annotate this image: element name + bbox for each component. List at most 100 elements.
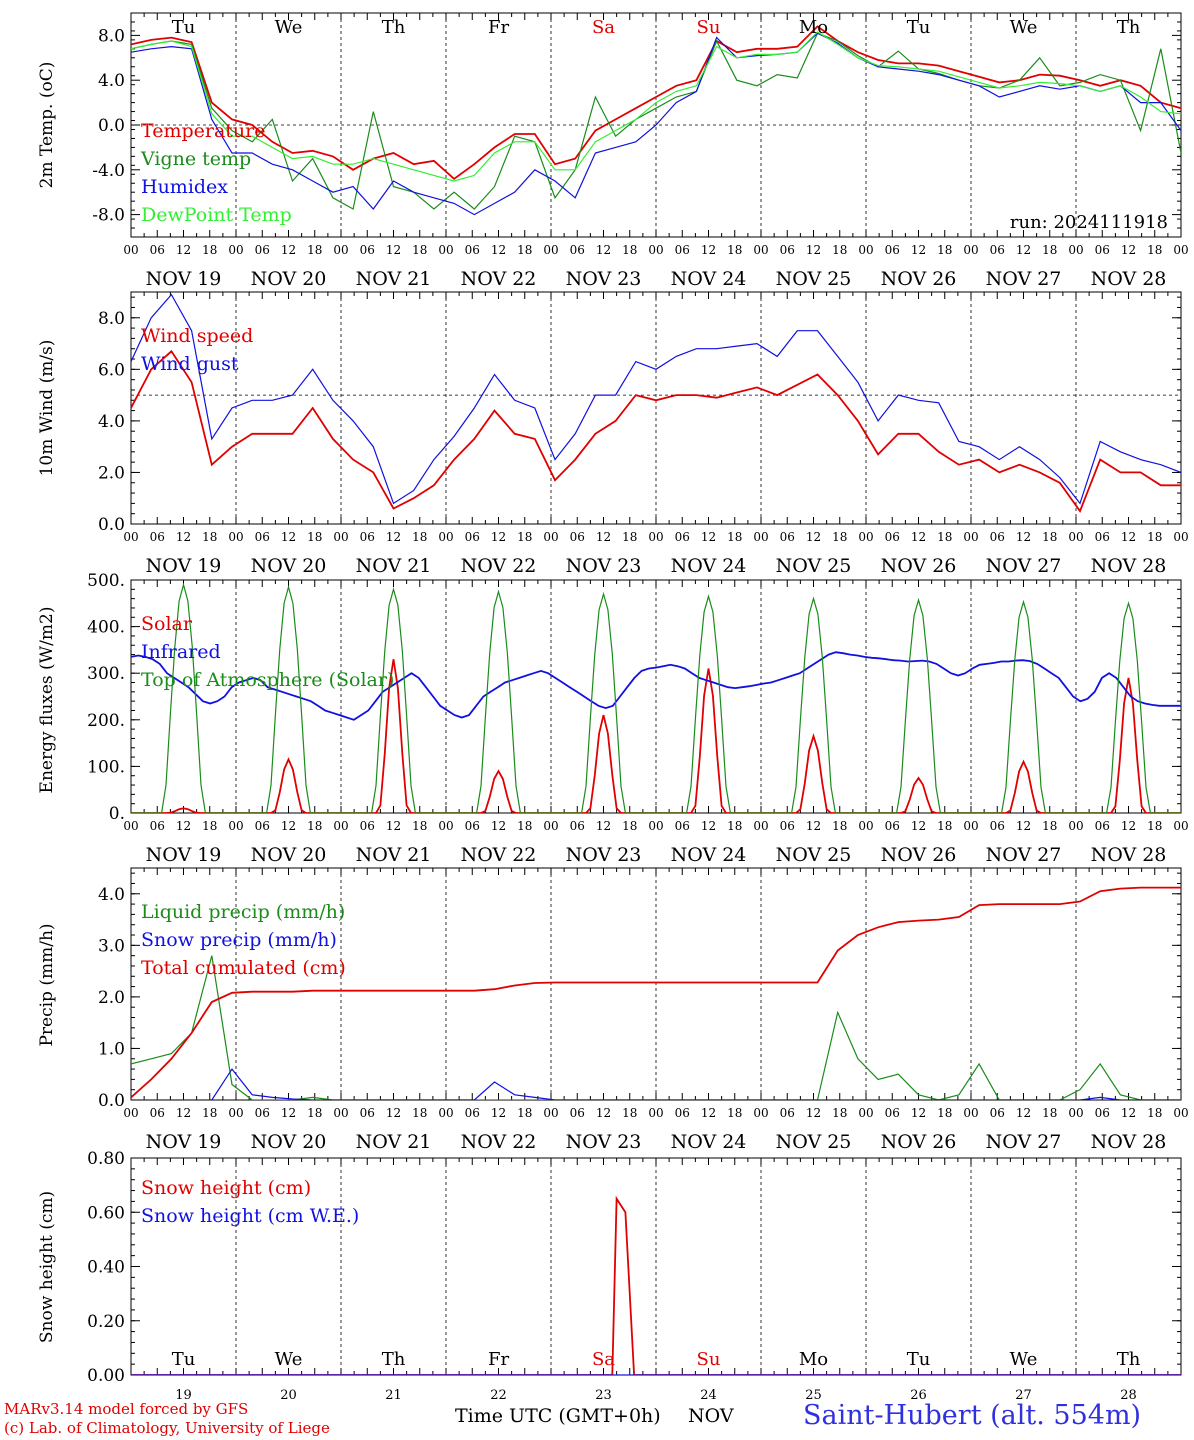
hour-tick-label: 06: [885, 530, 900, 544]
date-label: NOV 20: [251, 844, 327, 866]
y-tick-label: 8.0: [98, 26, 125, 46]
date-label: NOV 25: [776, 1131, 852, 1153]
hour-tick-label: 00: [858, 1106, 873, 1120]
hour-tick-label: 00: [858, 530, 873, 544]
y-tick-label: -8.0: [92, 206, 125, 226]
y-tick-label: 0.00: [87, 1366, 125, 1386]
y-axis-label: 2m Temp. (oC): [37, 62, 57, 189]
hour-tick-label: 06: [1095, 530, 1110, 544]
day-number-label: 28: [1120, 1388, 1137, 1403]
y-tick-label: 0.0: [98, 116, 125, 136]
hour-tick-label: 18: [307, 1106, 322, 1120]
legend-label: Total cumulated (cm): [141, 957, 346, 979]
hour-tick-label: 12: [911, 530, 926, 544]
date-label: NOV 21: [356, 1131, 432, 1153]
hour-tick-label: 06: [1095, 1106, 1110, 1120]
hour-tick-label: 06: [465, 243, 480, 257]
model-credit-line1: MARv3.14 model forced by GFS: [4, 1400, 249, 1418]
date-label: NOV 21: [356, 555, 432, 577]
hour-tick-label: 06: [360, 1106, 375, 1120]
hour-tick-label: 06: [150, 243, 165, 257]
hour-tick-label: 00: [858, 243, 873, 257]
y-tick-label: 0.0: [98, 515, 125, 535]
hour-tick-label: 00: [333, 1106, 348, 1120]
series-line-total-cumulated-cm-: [131, 886, 1181, 1099]
hour-tick-label: 06: [360, 530, 375, 544]
series-line-top-of-atmosphere-solar-: [131, 582, 1181, 813]
legend-label: Top of Atmosphere (Solar): [141, 669, 394, 691]
y-tick-label: 6.0: [98, 360, 125, 380]
hour-tick-label: 00: [543, 530, 558, 544]
hour-tick-label: 06: [570, 530, 585, 544]
date-label: NOV 24: [671, 555, 747, 577]
hour-tick-label: 12: [911, 819, 926, 833]
hour-tick-label: 18: [412, 819, 427, 833]
date-label: NOV 26: [881, 1131, 957, 1153]
hour-tick-label: 06: [255, 530, 270, 544]
hour-tick-label: 12: [1121, 1106, 1136, 1120]
hour-tick-label: 12: [701, 530, 716, 544]
hour-tick-label: 18: [1042, 243, 1057, 257]
hour-tick-label: 12: [911, 1106, 926, 1120]
y-tick-label: 500.: [87, 571, 125, 591]
hour-tick-label: 06: [885, 1106, 900, 1120]
hour-tick-label: 18: [1147, 819, 1162, 833]
hour-tick-label: 06: [990, 243, 1005, 257]
date-label: NOV 27: [986, 844, 1062, 866]
hour-tick-label: 06: [465, 530, 480, 544]
series-line-wind-gust: [131, 293, 1181, 505]
y-tick-label: 2.0: [98, 463, 125, 483]
hour-tick-label: 06: [570, 819, 585, 833]
date-label: NOV 23: [566, 555, 642, 577]
hour-tick-label: 06: [885, 819, 900, 833]
y-tick-label: 0.60: [87, 1203, 125, 1223]
legend-label: Liquid precip (mm/h): [141, 901, 345, 923]
date-label: NOV 25: [776, 844, 852, 866]
hour-tick-label: 12: [386, 1106, 401, 1120]
hour-tick-label: 12: [491, 819, 506, 833]
day-number-label: 24: [700, 1388, 717, 1403]
day-name-label: Th: [382, 17, 406, 38]
panel-1: [130, 12, 1182, 238]
hour-tick-label: 00: [123, 819, 138, 833]
hour-tick-label: 00: [438, 530, 453, 544]
date-label: NOV 21: [356, 268, 432, 290]
hour-tick-label: 00: [438, 819, 453, 833]
hour-tick-label: 18: [1147, 530, 1162, 544]
legend-label: Wind gust: [141, 353, 239, 375]
y-axis-label: 10m Wind (m/s): [37, 340, 57, 477]
date-label: NOV 22: [461, 268, 537, 290]
hour-tick-label: 12: [1121, 530, 1136, 544]
hour-tick-label: 18: [517, 243, 532, 257]
hour-tick-label: 00: [1068, 1106, 1083, 1120]
hour-tick-label: 00: [333, 530, 348, 544]
date-label: NOV 19: [146, 844, 222, 866]
hour-tick-label: 18: [412, 243, 427, 257]
hour-tick-label: 06: [675, 243, 690, 257]
hour-tick-label: 12: [1121, 819, 1136, 833]
y-tick-label: 0.0: [98, 1091, 125, 1111]
hour-tick-label: 18: [307, 530, 322, 544]
hour-tick-label: 18: [202, 530, 217, 544]
hour-tick-label: 06: [465, 1106, 480, 1120]
hour-tick-label: 06: [360, 243, 375, 257]
hour-tick-label: 00: [753, 819, 768, 833]
day-name-label: Fr: [488, 17, 509, 38]
series-line-snow-precip-mm-h-: [131, 1068, 1181, 1100]
hour-tick-label: 18: [832, 243, 847, 257]
legend-label: Snow precip (mm/h): [141, 929, 337, 951]
hour-tick-label: 18: [622, 819, 637, 833]
date-label: NOV 22: [461, 844, 537, 866]
hour-tick-label: 12: [701, 243, 716, 257]
day-name-label: Sa: [592, 1349, 615, 1370]
hour-tick-label: 00: [1173, 243, 1188, 257]
hour-tick-label: 00: [963, 243, 978, 257]
hour-tick-label: 00: [123, 243, 138, 257]
legend-label: DewPoint Temp: [141, 204, 292, 226]
date-label: NOV 20: [251, 555, 327, 577]
hour-tick-label: 06: [780, 530, 795, 544]
hour-tick-label: 00: [753, 1106, 768, 1120]
legend-label: Temperature: [141, 120, 265, 142]
y-tick-label: 0.80: [87, 1149, 125, 1169]
